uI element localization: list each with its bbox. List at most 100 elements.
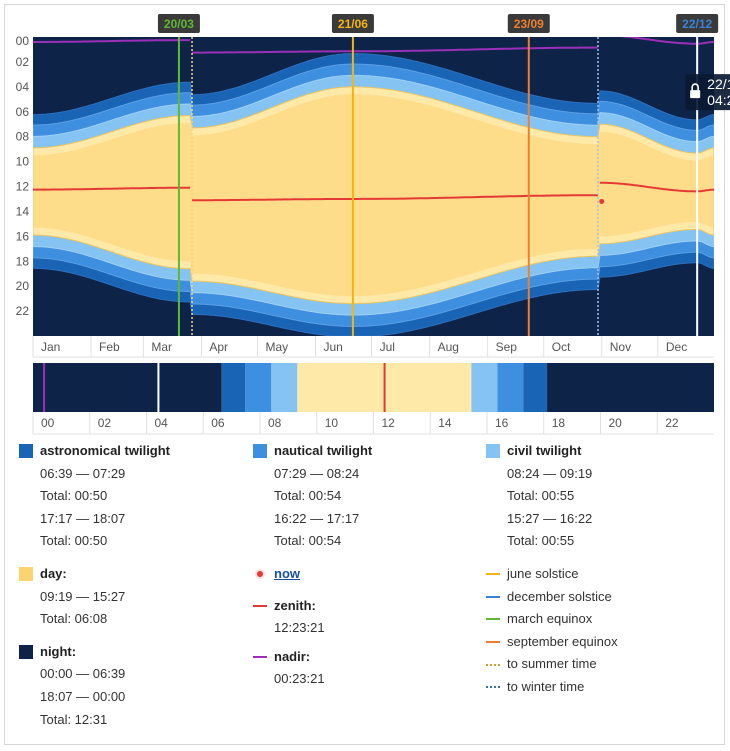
astronomical-morning-total: Total: 00:50 bbox=[40, 488, 108, 504]
month-Sep: Sep bbox=[496, 340, 518, 354]
x-tick-04: 04 bbox=[155, 416, 169, 430]
december-solstice-label-bg bbox=[676, 14, 719, 33]
legend-march-equinox: march equinox bbox=[486, 608, 716, 631]
legend-december-solstice: december solstice bbox=[486, 586, 716, 609]
astronomical-swatch bbox=[19, 444, 33, 459]
tooltip-bg bbox=[685, 74, 730, 111]
day-bar-segment-civil bbox=[271, 363, 298, 412]
day-bar-segment-nautical bbox=[497, 363, 524, 412]
legend-now: now bbox=[253, 563, 473, 586]
legend-civil-title: civil twilight bbox=[486, 440, 716, 463]
legend-column-2: nautical twilight 07:29 — 08:24 Total: 0… bbox=[253, 440, 473, 691]
nautical-evening: 16:22 — 17:17 bbox=[274, 510, 360, 526]
month-Aug: Aug bbox=[438, 340, 459, 354]
nadir-value: 00:23:21 bbox=[274, 671, 325, 687]
night-total: Total: 12:31 bbox=[40, 711, 108, 727]
legend-night-title: night: bbox=[19, 641, 234, 664]
day-bar-segment-astronomical bbox=[221, 363, 246, 412]
month-Jun: Jun bbox=[324, 340, 343, 354]
day-core bbox=[33, 94, 714, 297]
x-tick-12: 12 bbox=[382, 416, 396, 430]
nautical-morning: 07:29 — 08:24 bbox=[274, 465, 360, 481]
month-Oct: Oct bbox=[552, 340, 571, 354]
legend-day-title: day: bbox=[19, 563, 234, 586]
y-tick-16: 16 bbox=[16, 229, 30, 243]
civil-morning: 08:24 — 09:19 bbox=[507, 465, 593, 481]
day-bar-segment-civil bbox=[471, 363, 498, 412]
nadir-line bbox=[33, 37, 714, 54]
day-range: 09:19 — 15:27 bbox=[40, 588, 126, 604]
tooltip-time: 04:25 bbox=[707, 92, 730, 108]
civil-evening-total: Total: 00:55 bbox=[507, 533, 575, 549]
legend-column-3: civil twilight 08:24 — 09:19 Total: 00:5… bbox=[486, 440, 716, 699]
now-dot bbox=[599, 198, 605, 204]
legend-to-winter-time: to winter time bbox=[486, 676, 716, 699]
chart-frame bbox=[4, 4, 725, 745]
zenith-value: 12:23:21 bbox=[274, 620, 325, 636]
legend-september-equinox: september equinox bbox=[486, 631, 716, 654]
march-equinox-line-icon bbox=[486, 618, 500, 621]
y-tick-20: 20 bbox=[16, 279, 30, 293]
june-solstice-label: 21/06 bbox=[338, 17, 368, 31]
legend-nautical-title: nautical twilight bbox=[253, 440, 473, 463]
zenith-line-icon bbox=[253, 604, 267, 607]
month-Dec: Dec bbox=[666, 340, 687, 354]
december-solstice-label: 22/12 bbox=[682, 17, 712, 31]
night-morning: 00:00 — 06:39 bbox=[40, 666, 126, 682]
civil-morning-total: Total: 00:55 bbox=[507, 488, 575, 504]
september-equinox-line-icon bbox=[486, 641, 500, 644]
x-tick-14: 14 bbox=[438, 416, 452, 430]
night-evening: 18:07 — 00:00 bbox=[40, 688, 126, 704]
x-tick-20: 20 bbox=[609, 416, 623, 430]
x-tick-08: 08 bbox=[268, 416, 282, 430]
month-Apr: Apr bbox=[209, 340, 228, 354]
astronomical-morning: 06:39 — 07:29 bbox=[40, 465, 126, 481]
y-tick-14: 14 bbox=[16, 204, 30, 218]
y-tick-04: 04 bbox=[16, 80, 30, 94]
astronomical-evening-total: Total: 00:50 bbox=[40, 533, 108, 549]
september-equinox-label-bg bbox=[507, 14, 550, 33]
day-bar-segment-nautical bbox=[245, 363, 272, 412]
march-equinox-label: 20/03 bbox=[164, 17, 194, 31]
y-tick-22: 22 bbox=[16, 304, 30, 318]
day-bar-segment-night bbox=[33, 363, 222, 412]
x-tick-22: 22 bbox=[665, 416, 679, 430]
y-tick-18: 18 bbox=[16, 254, 30, 268]
legend-astronomical-title: astronomical twilight bbox=[19, 440, 234, 463]
nautical-morning-total: Total: 00:54 bbox=[274, 488, 342, 504]
civil-evening: 15:27 — 16:22 bbox=[507, 510, 593, 526]
y-tick-10: 10 bbox=[16, 155, 30, 169]
day-bar-segment-night bbox=[547, 363, 714, 412]
zenith-line bbox=[33, 181, 714, 202]
december-solstice-line-icon bbox=[486, 595, 500, 598]
astronomical-evening: 17:17 — 18:07 bbox=[40, 510, 126, 526]
now-link[interactable]: now bbox=[274, 565, 300, 581]
month-Jul: Jul bbox=[380, 340, 395, 354]
legend-column-1: astronomical twilight 06:39 — 07:29 Tota… bbox=[19, 440, 234, 731]
month-Nov: Nov bbox=[610, 340, 631, 354]
day-bar-segment-astronomical bbox=[523, 363, 548, 412]
x-tick-18: 18 bbox=[552, 416, 566, 430]
tooltip-date: 22/12/2023 bbox=[707, 76, 730, 92]
y-tick-08: 08 bbox=[16, 130, 30, 144]
x-tick-10: 10 bbox=[325, 416, 339, 430]
nautical-evening-total: Total: 00:54 bbox=[274, 533, 342, 549]
x-tick-06: 06 bbox=[211, 416, 225, 430]
x-tick-00: 00 bbox=[41, 416, 55, 430]
summer-time-line-icon bbox=[486, 663, 500, 666]
now-dot-icon bbox=[253, 567, 267, 581]
day-total: Total: 06:08 bbox=[40, 611, 108, 627]
nautical-swatch bbox=[253, 444, 267, 459]
month-Mar: Mar bbox=[151, 340, 172, 354]
x-tick-02: 02 bbox=[98, 416, 112, 430]
june-solstice-label-bg bbox=[331, 14, 374, 33]
lock-icon bbox=[690, 83, 701, 99]
legend-june-solstice: june solstice bbox=[486, 563, 716, 586]
winter-time-line-icon bbox=[486, 686, 500, 689]
daylight-chart[interactable]: 20/03 21/06 23/09 22/12 22/12/202304:25 00 02 0… bbox=[0, 0, 730, 440]
legend-to-summer-time: to summer time bbox=[486, 653, 716, 676]
civil-swatch bbox=[486, 444, 500, 459]
month-Jan: Jan bbox=[41, 340, 60, 354]
y-tick-02: 02 bbox=[16, 55, 30, 69]
month-May: May bbox=[266, 340, 289, 354]
